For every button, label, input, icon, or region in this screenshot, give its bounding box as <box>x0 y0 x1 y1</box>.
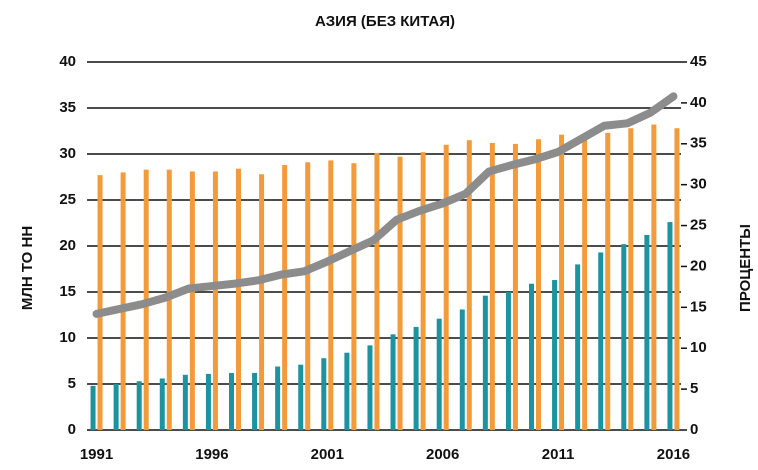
bar <box>374 153 380 430</box>
bar <box>512 143 518 430</box>
bar <box>505 292 511 430</box>
bar <box>489 142 495 430</box>
x-tick-label: 1991 <box>80 446 113 463</box>
x-tick-label: 1996 <box>195 446 228 463</box>
bar <box>628 128 634 431</box>
bar <box>413 326 419 430</box>
bar <box>229 372 234 430</box>
bar <box>575 264 581 430</box>
bar <box>252 372 258 430</box>
y2-tick-label: 40 <box>690 94 707 111</box>
bar <box>621 244 627 430</box>
bar <box>328 160 334 430</box>
y2-tick-label: 5 <box>690 380 698 397</box>
bar <box>436 318 442 430</box>
bar <box>189 171 195 431</box>
bar <box>674 128 680 431</box>
y-tick-label: 10 <box>59 329 76 346</box>
bar <box>351 163 357 430</box>
x-tick-label: 2001 <box>311 446 344 463</box>
y2-axis-label: ПРОЦЕНТЫ <box>737 224 754 312</box>
bar <box>113 384 119 430</box>
y2-tick-label: 15 <box>690 298 707 315</box>
bar <box>482 295 488 430</box>
bar <box>536 139 541 430</box>
bar <box>90 385 96 430</box>
bar <box>159 378 165 430</box>
bar <box>282 165 288 431</box>
bar <box>605 132 611 430</box>
y2-tick-label: 30 <box>690 176 707 193</box>
bar <box>390 334 396 430</box>
y-tick-label: 15 <box>59 283 76 300</box>
bar <box>275 366 281 430</box>
y-tick-label: 35 <box>59 99 76 116</box>
bar <box>667 222 673 430</box>
bar <box>552 280 558 430</box>
y2-tick-label: 20 <box>690 257 707 274</box>
bar <box>205 373 211 430</box>
bar <box>298 364 304 430</box>
bar <box>598 252 604 430</box>
bar <box>120 172 126 430</box>
y2-tick-label: 45 <box>690 53 707 70</box>
x-tick-label: 2006 <box>426 446 459 463</box>
bar <box>644 234 650 430</box>
y-tick-label: 25 <box>59 191 76 208</box>
bar <box>651 124 657 430</box>
bar <box>582 138 588 431</box>
bar <box>397 156 403 430</box>
y-tick-label: 5 <box>68 375 76 392</box>
bar <box>344 352 350 430</box>
bar <box>559 134 565 430</box>
bar <box>259 174 265 430</box>
y-tick-label: 20 <box>59 237 76 254</box>
chart-title: АЗИЯ (БЕЗ КИТАЯ) <box>315 13 455 30</box>
bar <box>136 381 142 430</box>
bar <box>529 283 534 430</box>
bar <box>443 144 449 431</box>
bar <box>305 162 311 430</box>
y2-tick-label: 35 <box>690 135 707 152</box>
line <box>92 92 678 318</box>
y-tick-label: 30 <box>59 145 76 162</box>
bar <box>420 152 426 430</box>
x-tick-label: 2011 <box>542 446 575 463</box>
bar <box>236 168 241 430</box>
bar <box>97 175 103 430</box>
bar <box>212 171 218 431</box>
y2-tick-label: 10 <box>690 339 707 356</box>
x-tick-label: 2016 <box>657 446 690 463</box>
y-axis-label: МЛН ТО НН <box>19 226 36 310</box>
y2-tick-label: 0 <box>690 421 698 438</box>
bar <box>321 358 327 430</box>
y-tick-label: 40 <box>59 53 76 70</box>
y2-tick-label: 25 <box>690 217 707 234</box>
bar <box>459 309 465 430</box>
bar <box>367 345 373 430</box>
y-tick-label: 0 <box>68 421 76 438</box>
bar <box>182 374 188 430</box>
bar <box>466 140 472 430</box>
